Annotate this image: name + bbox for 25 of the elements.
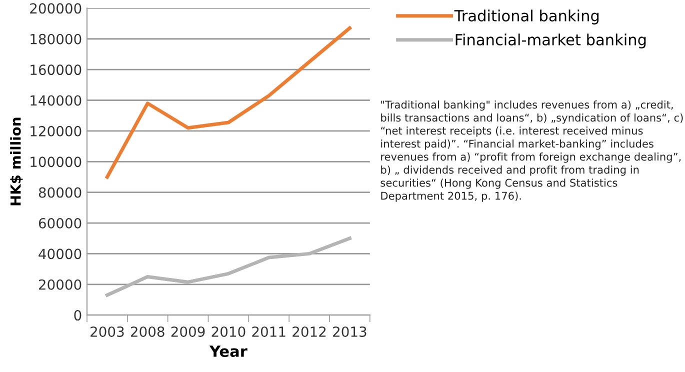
x-tick-label: 2011 xyxy=(252,326,286,337)
x-tick-label: 2003 xyxy=(90,326,124,337)
x-tick-label: 2010 xyxy=(212,326,246,337)
x-tick-label: 2012 xyxy=(292,326,326,337)
line-series xyxy=(105,26,352,179)
y-tick-label: 60000 xyxy=(38,218,82,228)
x-tick-label: 2009 xyxy=(171,326,205,337)
x-tick-label: 2013 xyxy=(333,326,366,337)
x-axis-title: Year xyxy=(209,346,248,358)
y-tick-label: 100000 xyxy=(30,156,82,168)
legend-label: Financial-market banking xyxy=(456,34,646,48)
y-tick-label: 140000 xyxy=(30,95,82,106)
y-tick-label: 20000 xyxy=(38,279,82,290)
legend-label: Traditional banking xyxy=(454,10,599,24)
y-axis-title: HK$ million xyxy=(10,118,23,206)
y-tick-label: 0 xyxy=(74,310,82,321)
line-series xyxy=(105,236,352,297)
x-tick-label: 2008 xyxy=(130,326,164,337)
y-tick-label: 180000 xyxy=(30,34,82,44)
y-tick-label: 80000 xyxy=(38,187,82,198)
y-tick-label: 40000 xyxy=(38,248,82,260)
y-tick-label: 160000 xyxy=(30,64,82,76)
text: "Traditional banking" includes revenues from a) „credit, bills transactions and loans“, b) „syndication of loans“, c) “net interest receipts (i.e. interest received minus interest paid)”. “Financial market-banking” includes revenues from a) “profit from foreign exchange dealing”, b) „ dividends received and profit from trading in securities“ (Hong Kong Census and Statistics Department 2015, p. 176). xyxy=(380,100,683,202)
y-tick-label: 200000 xyxy=(30,3,82,14)
y-tick-label: 120000 xyxy=(30,126,82,136)
